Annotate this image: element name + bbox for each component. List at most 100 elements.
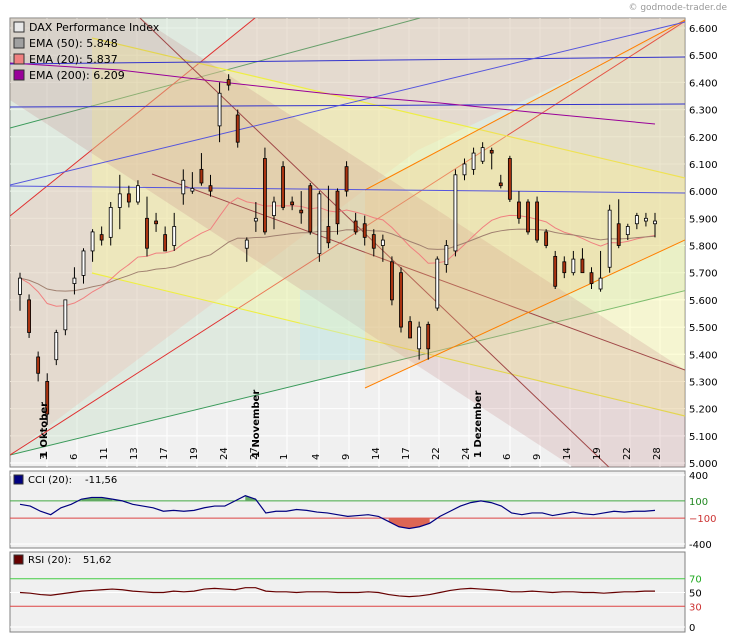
rsi-panel: 70 50 30 0 RSI (20): 51,62 — [9, 551, 702, 634]
month-label: 1 Dezember — [473, 391, 484, 458]
candle-down — [544, 231, 549, 246]
x-tick-label: 14 — [562, 447, 573, 460]
red-channel-upper — [10, 18, 256, 217]
cci-panel: 400 100 −100 -400 CCI (20): -11,56 — [9, 470, 716, 551]
x-tick-label: 3 — [39, 454, 50, 460]
legend-swatch — [13, 69, 25, 81]
y-tick-label: 5.200 — [689, 405, 718, 416]
candle-down — [535, 201, 539, 241]
yellow-channel-upper — [91, 37, 685, 179]
cci-panel-frame — [9, 470, 686, 549]
y-tick-label: 5.600 — [689, 296, 718, 307]
candle-up — [244, 239, 249, 249]
x-tick-label: 19 — [189, 447, 200, 460]
legend-swatch — [13, 21, 25, 33]
x-tick-label: 17 — [401, 447, 412, 460]
candle-up — [435, 258, 440, 309]
candle-down — [498, 182, 503, 187]
price-grid — [10, 18, 685, 467]
x-tick-label: 19 — [592, 447, 603, 460]
candle-down — [99, 234, 104, 241]
candle-down — [154, 220, 158, 225]
x-tick-label: 24 — [461, 447, 472, 460]
cci-tick-label: 400 — [689, 471, 708, 482]
candle-down — [362, 223, 367, 238]
candle-up — [117, 193, 122, 208]
rsi-tick-label: 0 — [689, 623, 695, 634]
y-tick-label: 6.100 — [689, 160, 718, 171]
candle-up — [653, 220, 657, 225]
yellow-channel-fill — [92, 38, 685, 416]
x-tick-label: 27 — [249, 447, 260, 460]
candle-down — [526, 201, 530, 233]
candle-up — [462, 163, 467, 176]
candle-up — [18, 277, 22, 295]
candle-up — [81, 250, 86, 276]
candle-down — [399, 272, 403, 328]
red-channel-fill — [10, 18, 685, 455]
candle-down — [335, 190, 340, 225]
watermark: © godmode-trader.de — [628, 3, 727, 13]
candle-up — [217, 92, 222, 127]
candle-up — [272, 201, 276, 216]
candle-up — [607, 209, 612, 268]
rsi-tick-label: 50 — [689, 589, 702, 600]
legend-swatch — [13, 37, 25, 49]
candle-down — [235, 114, 240, 143]
y-tick-label: 5.700 — [689, 269, 718, 280]
candle-up — [72, 277, 77, 284]
x-tick-label: 22 — [431, 447, 442, 460]
y-tick-label: 5.500 — [689, 323, 718, 334]
legend-label: EMA (50): 5.848 — [29, 37, 118, 50]
candle-up — [571, 258, 576, 274]
cci-value: -11,56 — [85, 475, 117, 486]
x-tick-label: 4 — [311, 454, 322, 460]
rsi-label: RSI (20): — [28, 555, 71, 566]
cci-line — [19, 495, 656, 530]
rsi-line — [19, 587, 655, 598]
candle-down — [226, 79, 231, 86]
x-tick-label: 22 — [622, 447, 633, 460]
candle-up — [172, 226, 177, 246]
x-tick-label: 28 — [652, 447, 663, 460]
candle-up — [598, 277, 603, 290]
rsi-swatch — [13, 554, 24, 565]
candle-up — [480, 147, 485, 162]
candle-up — [108, 207, 113, 238]
x-tick-label: 9 — [532, 454, 543, 460]
candle-up — [317, 193, 322, 255]
rsi-tick-label: 30 — [689, 602, 702, 613]
x-tick-label: 11 — [99, 447, 110, 460]
candle-down — [371, 234, 376, 249]
green-channel-fill — [10, 18, 685, 455]
candle-down — [281, 166, 285, 208]
legend-label: DAX Performance Index — [29, 21, 160, 34]
x-tick-label: 13 — [129, 447, 140, 460]
candle-down — [489, 149, 494, 154]
month-labels: 1 Oktober 1 November 1 Dezember — [39, 390, 484, 458]
downtrend-channel-lower — [151, 173, 685, 371]
ema200-line — [10, 62, 656, 125]
cci-tick-label: 100 — [689, 497, 708, 508]
legend-swatch — [13, 53, 25, 65]
candle-up — [253, 217, 258, 222]
x-tick-label: 6 — [69, 454, 80, 460]
cci-fill — [388, 518, 430, 529]
orange-channel-fill — [365, 20, 685, 388]
candle-up — [444, 245, 449, 265]
candle-down — [163, 234, 168, 252]
yellow-channel-lower — [91, 272, 685, 417]
candle-down — [208, 185, 213, 192]
y-tick-label: 6.500 — [689, 51, 718, 62]
candle-down — [507, 158, 512, 200]
date-axis: 3 6 11 13 17 19 24 27 1 4 9 14 17 22 24 6 9 14 19 22 28 — [39, 447, 663, 460]
cci-swatch — [13, 474, 24, 485]
candle-up — [190, 188, 195, 192]
y-tick-label: 5.000 — [689, 459, 718, 470]
candle-down — [290, 201, 295, 206]
candle-down — [353, 220, 358, 233]
candle-up — [90, 231, 95, 252]
candle-down — [126, 193, 131, 203]
candle-down — [145, 217, 149, 249]
